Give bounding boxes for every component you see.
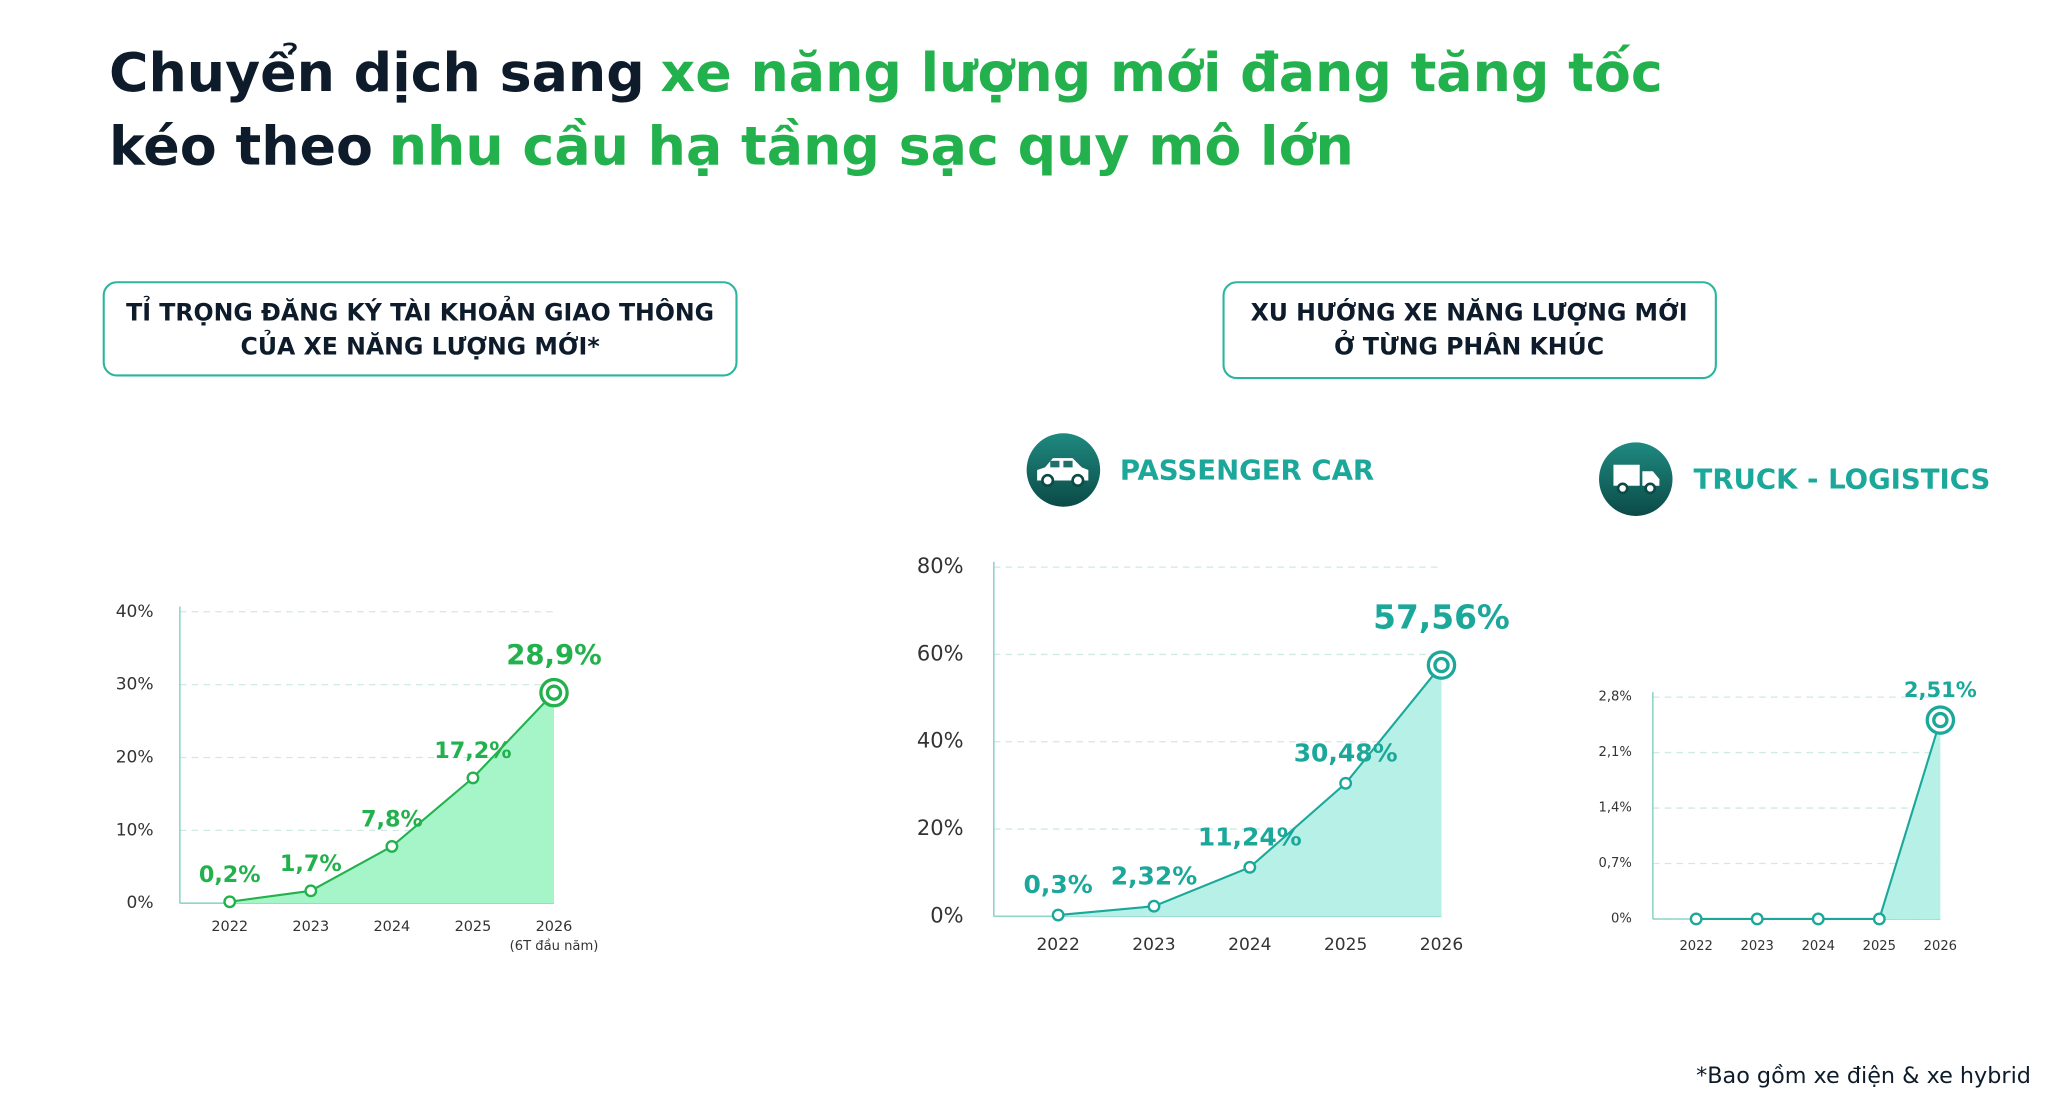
y-tick-label: 0% [127,893,154,913]
value-label: 57,56% [1373,599,1510,637]
title-line-1: Chuyển dịch sang xe năng lượng mới đang t… [109,41,1663,104]
x-tick-label: 2026 [536,919,573,935]
x-tick-label: 2022 [211,919,248,935]
y-tick-label: 30% [116,675,154,695]
title-line-2: kéo theo nhu cầu hạ tầng sạc quy mô lớn [109,114,1354,177]
segment-label: PASSENGER CAR [1120,454,1374,486]
area [229,692,555,904]
x-tick-label: 2023 [292,919,329,935]
x-tick-label: 2025 [455,919,492,935]
value-label: 1,7% [280,851,342,877]
truck-icon [1599,442,1673,516]
y-tick-label: 20% [917,816,964,840]
point [1433,656,1450,674]
car-icon [1026,433,1101,507]
box-text: XU HƯỚNG XE NĂNG LƯỢNG MỚI [1251,298,1688,326]
point [1750,912,1764,926]
value-label: 7,8% [361,807,423,833]
x-tick-label: 2026 [1924,939,1957,954]
value-label: 0,3% [1024,870,1093,899]
title-part: nhu cầu hạ tầng sạc quy mô lớn [389,114,1354,177]
value-label: 11,24% [1198,822,1302,851]
box-text: TỈ TRỌNG ĐĂNG KÝ TÀI KHOẢN GIAO THÔNG [126,296,714,326]
y-tick-label: 2,8% [1599,690,1632,705]
box-text: Ở TỪNG PHÂN KHÚC [1334,330,1604,360]
x-tick-label: 2024 [1802,939,1835,954]
point [304,884,318,898]
title-part: xe năng lượng mới đang tăng tốc [661,41,1663,104]
point [1689,912,1703,926]
y-tick-label: 80% [917,554,964,578]
right-box [1222,281,1717,380]
y-tick-label: 60% [917,641,964,665]
value-label: 17,2% [434,738,511,764]
left-box [102,281,738,377]
value-label: 28,9% [506,639,602,671]
segment-label: TRUCK - LOGISTICS [1694,463,1991,495]
point [1339,776,1353,790]
y-tick-label: 10% [116,820,154,840]
title-part: Chuyển dịch sang [109,41,645,104]
y-tick-label: 0% [1611,911,1632,926]
point [1243,860,1257,874]
area [1058,665,1442,917]
y-tick-label: 2,1% [1599,745,1632,760]
x-tick-label: 2025 [1324,935,1367,955]
value-label: 2,51% [1904,678,1977,702]
value-label: 30,48% [1294,738,1398,767]
point [545,684,563,701]
y-tick-label: 20% [116,747,154,767]
x-tick-label: 2026 [1420,935,1463,955]
y-tick-label: 1,4% [1599,801,1632,816]
point [466,771,480,785]
value-label: 2,32% [1111,861,1198,890]
y-tick-label: 40% [917,729,964,753]
point [1051,908,1065,922]
area [1696,720,1941,919]
footnote: *Bao gồm xe điện & xe hybrid [1696,1063,2031,1089]
point [1147,899,1161,913]
x-tick-label: 2024 [374,919,411,935]
x-tick-label: 2023 [1741,939,1774,954]
x-tick-note: (6T đầu năm) [510,939,599,954]
y-tick-label: 0% [930,903,963,927]
point [1811,912,1825,926]
point [223,895,237,909]
x-tick-label: 2022 [1036,935,1079,955]
point [1872,912,1886,926]
value-label: 0,2% [199,862,261,888]
box-text: CỦA XE NĂNG LƯỢNG MỚI* [241,330,600,360]
point [385,839,399,853]
point [1932,711,1949,729]
x-tick-label: 2025 [1863,939,1896,954]
y-tick-label: 0,7% [1599,856,1632,871]
x-tick-label: 2024 [1228,935,1271,955]
x-tick-label: 2022 [1679,939,1712,954]
y-tick-label: 40% [116,602,154,622]
x-tick-label: 2023 [1132,935,1175,955]
title-part: kéo theo [109,114,373,177]
